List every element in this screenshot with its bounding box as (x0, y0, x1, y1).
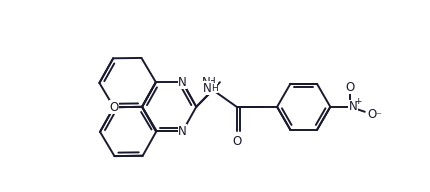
Text: N: N (349, 100, 357, 113)
Text: N: N (202, 76, 211, 89)
Text: H: H (208, 77, 216, 87)
Text: N: N (178, 76, 187, 89)
Text: ⁻: ⁻ (376, 112, 381, 122)
Text: +: + (354, 97, 362, 106)
Text: N: N (203, 82, 212, 95)
Text: N: N (178, 125, 187, 138)
Text: O: O (232, 135, 241, 148)
Text: O: O (109, 101, 118, 114)
Text: O: O (345, 81, 355, 94)
Text: H: H (211, 84, 218, 93)
Text: O: O (367, 108, 376, 121)
